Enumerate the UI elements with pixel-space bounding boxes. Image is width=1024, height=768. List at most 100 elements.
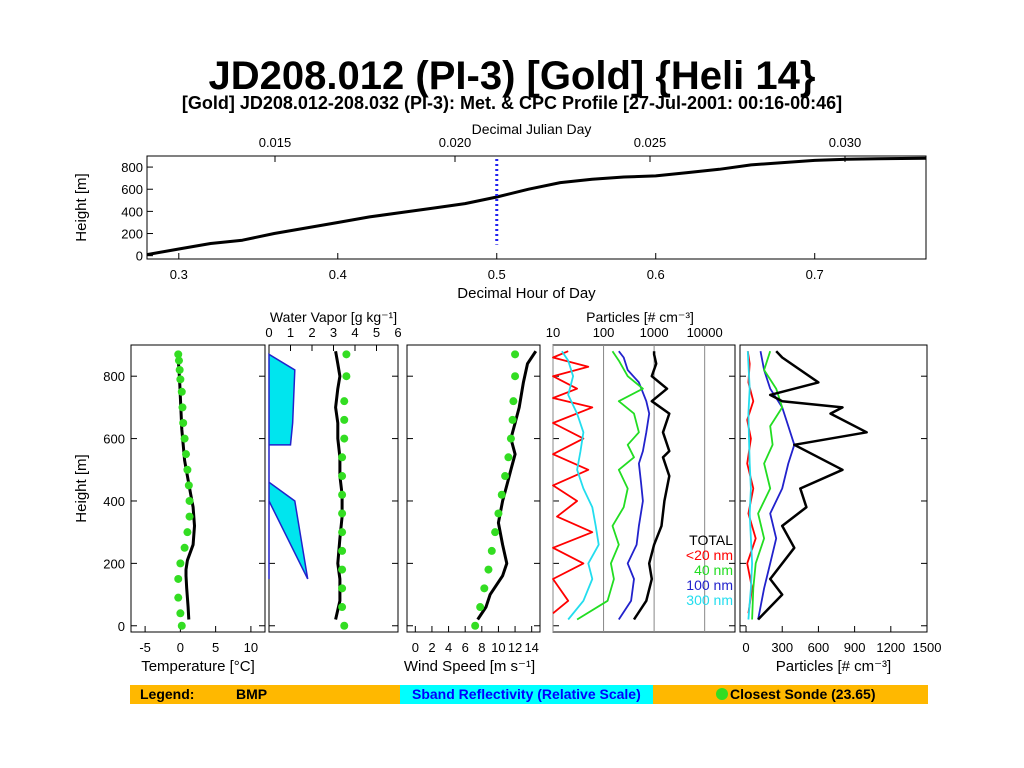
- legend-bar: Legend: BMP Sband Reflectivity (Relative…: [130, 685, 928, 704]
- x-tick-label: 0: [742, 640, 749, 655]
- x-axis-label: Wind Speed [m s⁻¹]: [404, 658, 535, 675]
- sonde-point: [340, 434, 349, 443]
- sonde-point: [338, 509, 347, 518]
- x2-tick-label: 2: [308, 325, 315, 340]
- sonde-point: [497, 490, 506, 499]
- legend-entry: <20 nm: [686, 547, 733, 563]
- sonde-point: [174, 593, 183, 602]
- sonde-point: [183, 528, 192, 537]
- x-axis-label: Temperature [°C]: [141, 658, 255, 675]
- series-height-line: [146, 156, 927, 257]
- x2-tick-label: 1000: [640, 325, 669, 340]
- series-100nm: [757, 351, 796, 620]
- y-tick-label: 600: [103, 432, 125, 447]
- x2-tick-label: 100: [593, 325, 615, 340]
- x2-tick-label: 0.025: [634, 135, 667, 150]
- sonde-point: [506, 434, 515, 443]
- x-tick-label: -5: [139, 640, 151, 655]
- x-tick-label: 8: [478, 640, 485, 655]
- sonde-point: [338, 472, 347, 481]
- legend-entry: TOTAL: [689, 532, 733, 548]
- sonde-point: [176, 559, 185, 568]
- sonde-point: [338, 453, 347, 462]
- x-tick-label: 0.7: [806, 267, 824, 282]
- x-tick-label: 1200: [876, 640, 905, 655]
- x2-tick-label: 0: [265, 325, 272, 340]
- x-axis-label: Particles [# cm⁻³]: [776, 658, 891, 675]
- sonde-point: [183, 465, 192, 474]
- sonde-point: [184, 481, 193, 490]
- sonde-point: [511, 350, 520, 359]
- legend-sband: Sband Reflectivity (Relative Scale): [400, 685, 653, 704]
- x2-axis-label: Water Vapor [g kg⁻¹]: [270, 309, 397, 325]
- sonde-point: [178, 403, 187, 412]
- sonde-point: [180, 543, 189, 552]
- series-40nm: [576, 350, 644, 621]
- legend-entry: 300 nm: [686, 592, 733, 608]
- x-tick-label: 12: [508, 640, 522, 655]
- wind-speed-frame: [406, 344, 541, 633]
- x-tick-label: 10: [491, 640, 505, 655]
- sonde-point: [511, 372, 520, 381]
- x-tick-label: 0: [412, 640, 419, 655]
- x-axis-label: Decimal Hour of Day: [457, 285, 596, 302]
- legend-bmp: BMP: [236, 686, 268, 702]
- sonde-point: [342, 350, 351, 359]
- sonde-point: [509, 397, 518, 406]
- x-tick-label: 5: [212, 640, 219, 655]
- y-axis-label: Height [m]: [73, 454, 90, 522]
- y-tick-label: 400: [121, 204, 143, 219]
- sonde-point: [174, 350, 183, 359]
- sonde-point: [342, 372, 351, 381]
- series-water-vapor-bmp: [334, 350, 344, 620]
- sonde-point: [185, 496, 194, 505]
- sonde-point: [484, 565, 493, 574]
- x-tick-label: 0.5: [488, 267, 506, 282]
- x-tick-label: 14: [524, 640, 538, 655]
- sonde-point: [338, 546, 347, 555]
- series-lt20nm: [746, 351, 757, 614]
- sonde-point: [480, 584, 489, 593]
- sonde-point: [338, 528, 347, 537]
- x2-tick-label: 1: [287, 325, 294, 340]
- x-tick-label: 0.6: [647, 267, 665, 282]
- series-total: [632, 351, 671, 621]
- x-tick-label: 2: [428, 640, 435, 655]
- y-tick-label: 200: [103, 556, 125, 571]
- sonde-point: [177, 387, 186, 396]
- series-lt20nm: [552, 350, 594, 614]
- x2-tick-label: 0.015: [259, 135, 292, 150]
- x-tick-label: 600: [808, 640, 830, 655]
- x-tick-label: 1500: [913, 640, 942, 655]
- x2-tick-label: 10000: [687, 325, 723, 340]
- sonde-point: [175, 365, 184, 374]
- series-total: [757, 350, 868, 621]
- sonde-point: [176, 375, 185, 384]
- x-tick-label: 0: [177, 640, 184, 655]
- legend-entry: 100 nm: [686, 577, 733, 593]
- y-tick-label: 800: [103, 369, 125, 384]
- sonde-point: [177, 621, 186, 630]
- legend-sonde: Closest Sonde (23.65): [730, 686, 876, 702]
- y-tick-label: 200: [121, 227, 143, 242]
- y-tick-label: 600: [121, 182, 143, 197]
- x2-tick-label: 5: [373, 325, 380, 340]
- sonde-point: [338, 584, 347, 593]
- x2-tick-label: 4: [351, 325, 358, 340]
- sonde-point: [504, 453, 513, 462]
- sonde-point: [471, 621, 480, 630]
- sonde-point: [338, 490, 347, 499]
- x2-axis-label: Decimal Julian Day: [472, 121, 592, 137]
- sonde-point: [182, 450, 191, 459]
- x-tick-label: 6: [462, 640, 469, 655]
- x-tick-label: 900: [844, 640, 866, 655]
- x-tick-label: 10: [244, 640, 258, 655]
- slide-title: JD208.012 (PI-3) [Gold] {Heli 14}: [208, 54, 816, 98]
- sonde-point: [179, 418, 188, 427]
- particles-linear-frame: [739, 344, 928, 633]
- sonde-point: [340, 415, 349, 424]
- series-wind-speed-bmp: [476, 350, 538, 621]
- sonde-point: [340, 397, 349, 406]
- sonde-point: [174, 574, 183, 583]
